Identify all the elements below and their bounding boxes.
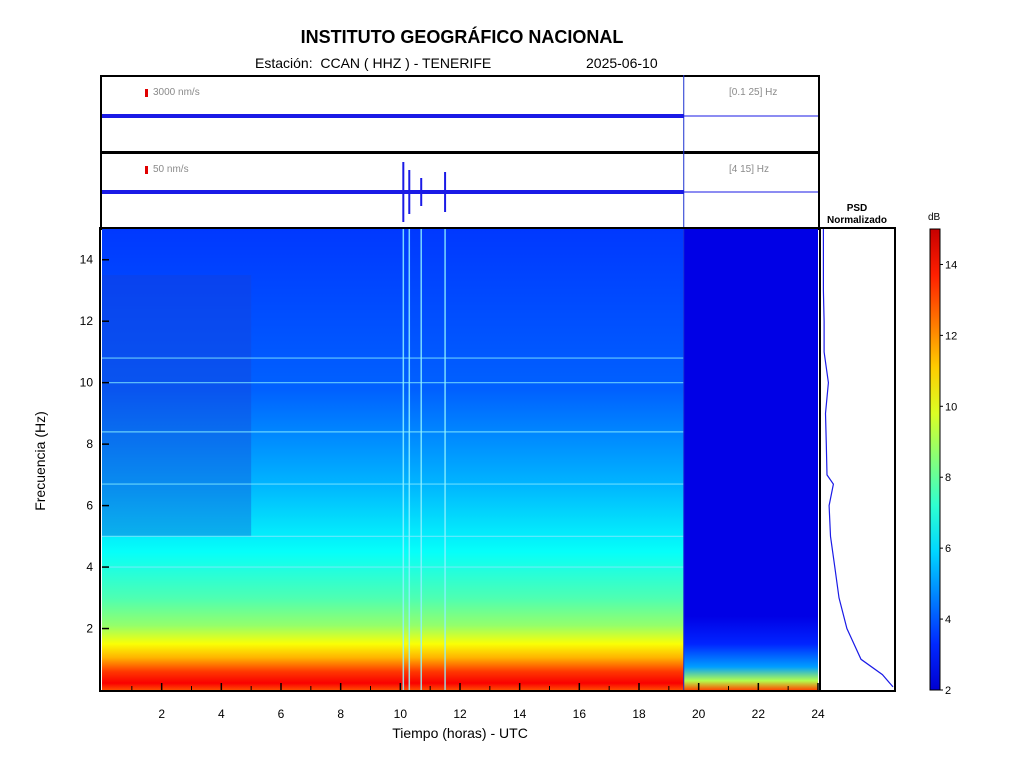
- station-line: Estación: CCAN ( HHZ ) - TENERIFE: [255, 55, 492, 71]
- trace-waveform: [102, 114, 684, 118]
- x-tick-label: 12: [453, 707, 467, 721]
- x-tick-label: 22: [752, 707, 766, 721]
- x-tick-label: 20: [692, 707, 706, 721]
- y-tick-label: 6: [86, 499, 93, 513]
- spectrogram-quiet-region: [102, 275, 252, 537]
- trace-filter-label: [4 15] Hz: [729, 164, 770, 175]
- x-tick-label: 10: [394, 707, 408, 721]
- y-tick-label: 12: [80, 314, 94, 328]
- colorbar-tick-label: 2: [945, 685, 951, 697]
- x-tick-label: 16: [573, 707, 587, 721]
- colorbar-unit: dB: [928, 212, 941, 223]
- y-tick-label: 10: [80, 376, 94, 390]
- scale-marker: [145, 166, 148, 174]
- trace-scale-label: 50 nm/s: [153, 164, 189, 175]
- psd-title: PSD Normalizado: [818, 203, 896, 227]
- x-tick-label: 18: [632, 707, 646, 721]
- figure-title: INSTITUTO GEOGRÁFICO NACIONAL: [300, 27, 624, 47]
- colorbar-tick-label: 8: [945, 472, 951, 484]
- x-tick-label: 8: [337, 707, 344, 721]
- psd-title-line2: Normalizado: [826, 215, 887, 226]
- x-tick-label: 14: [513, 707, 527, 721]
- colorbar-tick-label: 14: [945, 259, 957, 271]
- trace-filter-label: [0.1 25] Hz: [729, 87, 778, 98]
- y-tick-label: 8: [86, 437, 93, 451]
- spectrogram-no-data: [683, 229, 818, 690]
- scale-marker: [145, 89, 148, 97]
- colorbar-tick-label: 10: [945, 401, 957, 413]
- colorbar-tick-label: 12: [945, 330, 957, 342]
- y-tick-label: 4: [86, 560, 93, 574]
- colorbar: [929, 228, 941, 691]
- psd-curve: [822, 229, 894, 688]
- date-label: 2025-06-10: [586, 55, 658, 71]
- x-tick-label: 24: [811, 707, 825, 721]
- x-tick-label: 6: [278, 707, 285, 721]
- colorbar-tick-label: 4: [945, 614, 951, 626]
- psd-frame: [819, 227, 896, 692]
- y-tick-label: 2: [86, 622, 93, 636]
- trace-waveform: [102, 190, 684, 194]
- x-tick-label: 4: [218, 707, 225, 721]
- psd-title-line1: PSD: [846, 203, 868, 214]
- x-axis-title: Tiempo (horas) - UTC: [392, 725, 528, 741]
- colorbar-tick-label: 6: [945, 543, 951, 555]
- spectrogram-body: [102, 229, 684, 690]
- trace-scale-label: 3000 nm/s: [153, 87, 200, 98]
- x-tick-label: 2: [158, 707, 165, 721]
- y-tick-label: 14: [80, 253, 94, 267]
